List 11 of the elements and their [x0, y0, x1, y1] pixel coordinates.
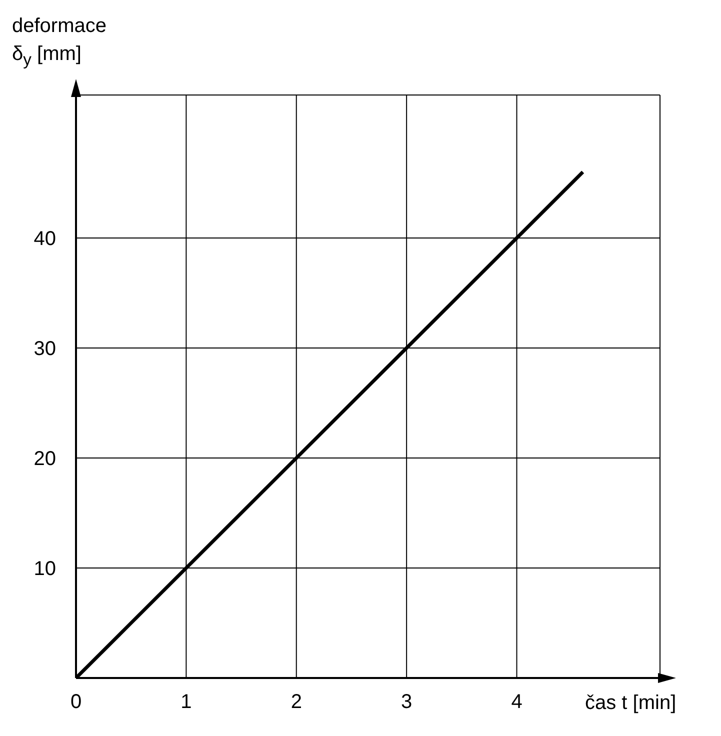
y-axis-title: deformace δ$_{y}$ [mm] — [12, 14, 108, 71]
x-tick-label: 4 — [511, 691, 522, 714]
y-tick-label: 20 — [34, 448, 56, 470]
y-tick-label: 30 — [34, 338, 56, 360]
x-axis-title: čas t [min] — [585, 692, 676, 715]
y-tick-label: 10 — [34, 558, 56, 580]
x-tick-label: 0 — [70, 691, 82, 714]
x-tick-label: 3 — [401, 691, 412, 714]
y-tick-label: 40 — [34, 228, 56, 250]
x-tick-label: 2 — [290, 691, 302, 714]
x-tick-label: 1 — [180, 691, 192, 714]
